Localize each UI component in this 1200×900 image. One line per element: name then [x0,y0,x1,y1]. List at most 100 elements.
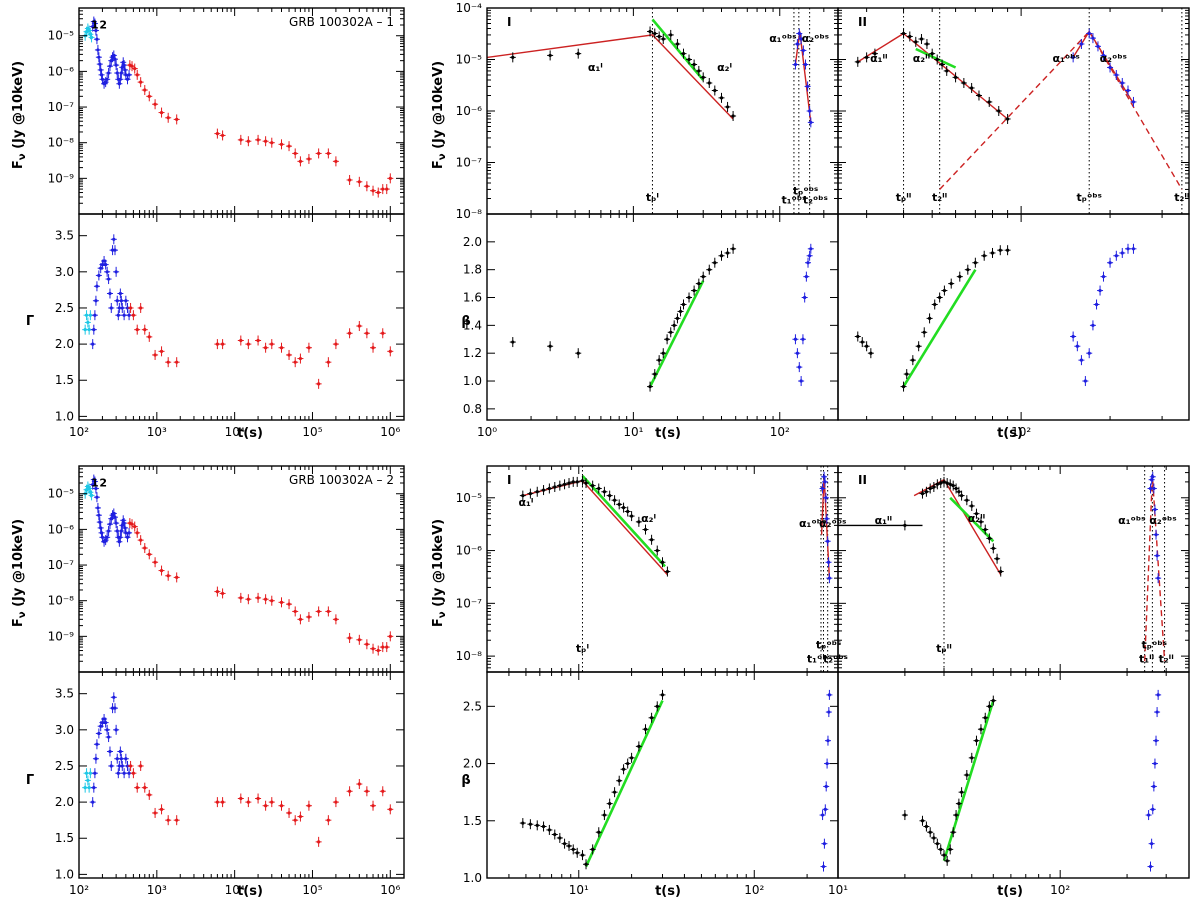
marker [270,141,274,145]
marker [521,493,525,498]
data-point-black [642,524,649,535]
marker [982,254,986,258]
marker [541,488,546,492]
marker [1098,288,1102,293]
marker [558,836,562,840]
marker [591,484,595,488]
data-point-red [286,141,293,152]
data-point-black [589,480,596,491]
data-point-black [964,264,971,275]
fit-line-fit_red [487,34,734,120]
marker [385,645,389,649]
data-point-blue [104,266,111,277]
panel-top-right-flux: α₁ᴵᴵ α₂ᴵᴵ α₁ᵒᵇˢ α₂ᵒᵇˢ tₚᴵᴵ t₂ᴵᴵ tₚᵒᵇˢ t₂ᴵᴵ II [837,7,1190,215]
data-point-black [915,341,922,352]
flux-label-top-left: Fν (Jy @10keV) [11,61,28,169]
data-point-red [363,786,370,797]
marker [953,75,958,79]
data-point-blue [1086,28,1093,39]
marker [97,731,101,736]
marker [825,517,829,521]
marker [669,330,673,334]
annotation-label: t₁ᵒᵇˢ [807,653,832,666]
marker [584,481,588,485]
data-point-black [929,48,936,59]
panel-title: GRB 100302A – 1 [289,15,394,29]
marker [256,138,260,142]
x-tick-label: 10⁰ [477,425,497,439]
marker [88,771,92,775]
flux-label-sub: ν [437,153,448,160]
panel-bottom-mid-beta: 1.0 1.5 2.0 2.5 10¹ 10² [463,671,839,897]
y-tick-label: 1.0 [463,871,482,885]
marker [376,648,380,653]
marker [571,480,575,484]
marker [83,786,87,790]
data-point-black [546,824,553,835]
data-point-red [219,130,226,141]
marker [803,62,808,67]
data-point-blue [1150,483,1157,494]
data-point-red [278,342,285,353]
data-point-blue [1148,838,1155,849]
data-point-red [375,187,382,198]
marker [87,786,91,790]
data-point-blue [819,810,826,821]
data-point-black [989,247,996,258]
marker [1091,36,1095,40]
data-point-red [134,782,141,793]
data-point-black [700,72,707,83]
marker [143,786,147,790]
marker [535,490,539,494]
marker [124,531,128,535]
data-point-black [579,475,586,486]
data-point-black [854,56,861,67]
data-point-red [268,595,275,606]
marker [89,35,94,39]
marker [991,546,995,550]
marker [535,823,539,827]
marker [125,77,130,81]
marker [100,720,105,725]
flux-label-bottom-mid: Fν (Jy @10keV) [431,519,448,627]
data-point-blue [105,68,112,79]
marker [697,69,701,73]
marker [127,313,131,317]
marker [287,353,291,357]
data-point-red [370,643,377,654]
marker [655,704,659,708]
marker [713,261,717,265]
data-point-blue [104,532,111,543]
data-point-blue [1149,471,1156,482]
gamma-label-top: Γ [26,314,34,329]
marker [1071,334,1075,339]
panel-title: GRB 100302A – 2 [289,473,394,487]
marker [298,356,303,361]
data-point-black [664,566,671,577]
marker [1126,247,1130,251]
marker [106,529,111,533]
y-tick-label: 10⁻⁵ [48,29,75,43]
marker [908,34,912,39]
marker [114,270,118,274]
y-tick-label: 10⁻⁸ [48,594,75,608]
data-point-black [963,770,970,780]
data-point-red [127,760,134,771]
marker [957,490,961,494]
data-point-blue [1147,483,1154,494]
data-point-black [919,488,926,499]
data-point-red [141,543,148,554]
fit-line-fit_red [1072,30,1135,104]
data-point-blue [113,60,120,71]
data-point-black [654,545,661,556]
marker [995,557,999,561]
marker [130,522,134,526]
panel-title: II [858,473,867,487]
flux-label-rest: (Jy @10keV) [11,61,26,154]
marker [917,344,921,348]
marker [954,486,958,491]
panel-frame [78,465,405,673]
marker [922,330,926,334]
data-point-red [237,592,244,603]
data-point-blue [823,513,830,524]
